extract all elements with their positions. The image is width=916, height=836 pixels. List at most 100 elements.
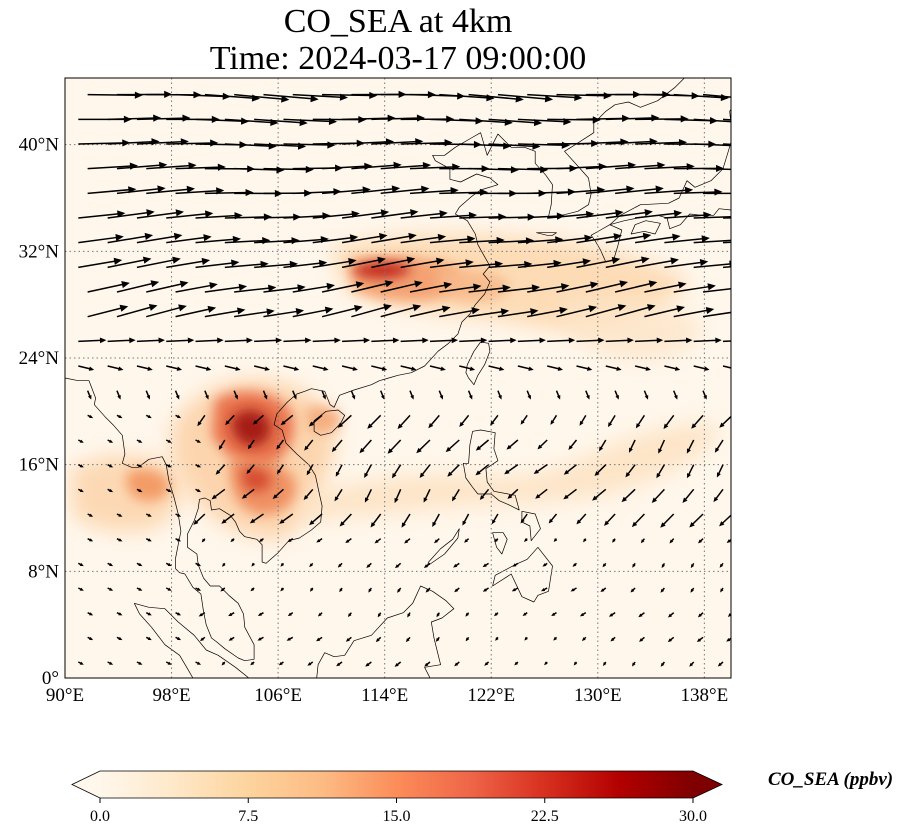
wind-arrow [639,636,645,642]
wind-arrow [175,611,182,616]
wind-arrow [87,281,130,293]
wind-arrow [634,257,679,269]
wind-arrow [454,661,460,667]
wind-arrow [195,235,241,244]
wind-arrow [667,636,675,643]
map-frame [64,77,732,679]
wind-arrow [693,143,731,147]
wind-arrow [542,562,548,567]
colorbar-label: CO_SEA (ppbv) [768,769,894,790]
wind-arrow [331,439,343,453]
wind-arrow [579,414,587,426]
wind-arrow [664,258,709,269]
coastline-hokkaido [729,108,731,126]
x-tick-label: 114°E [361,685,408,706]
wind-arrow [669,538,675,544]
wind-arrow [570,587,577,592]
wind-arrow [145,390,151,400]
wind-arrow [507,488,519,499]
wind-arrow [341,365,358,371]
wind-arrow [605,232,652,244]
wind-arrow [468,93,524,103]
wind-arrow [459,414,470,427]
wind-arrow [576,337,605,344]
wind-arrow [551,612,557,616]
wind-arrow [732,285,774,292]
wind-arrow [722,217,731,219]
wind-arrow [605,337,634,344]
wind-arrow [337,414,352,428]
wind-arrow [107,587,114,591]
wind-arrow [116,513,123,517]
wind-arrow [280,562,285,567]
wind-arrow [726,637,731,642]
wind-arrow [312,258,357,269]
wind-arrow [195,259,240,269]
wind-arrow [524,538,528,542]
wind-arrow [221,661,226,666]
wind-arrow [459,337,488,344]
wind-arrow [257,636,264,641]
wind-arrow [522,612,528,616]
wind-arrow [204,307,246,318]
wind-arrow [425,587,431,593]
wind-arrow [555,390,561,400]
wind-arrow [145,414,152,419]
wind-arrow [321,281,365,293]
coastline-shikoku [630,220,661,235]
wind-arrow [579,612,587,617]
wind-arrow [136,365,153,371]
wind-arrow [107,661,114,665]
wind-arrow [407,612,411,618]
wind-arrow [722,365,731,369]
wind-arrow [409,281,453,293]
wind-arrow [537,439,548,450]
wind-arrow [428,414,440,429]
wind-arrow [585,304,627,318]
wind-arrow [317,612,323,617]
wind-arrow [719,514,731,527]
wind-arrow [514,661,519,666]
wind-arrow [379,390,385,400]
colorbar-ticks: 0.0 7.5 15.0 22.5 30.0 [90,798,707,825]
wind-arrow [371,337,400,344]
wind-arrow [350,390,356,400]
wind-arrow [400,365,417,371]
wind-arrow [309,587,314,592]
wind-arrow [429,259,474,269]
wind-arrow [625,464,636,478]
wind-arrow [308,414,323,427]
wind-arrow [380,280,423,293]
wind-arrow [87,414,94,419]
wind-arrow [345,636,352,642]
wind-arrow [429,337,459,344]
wind-arrow [401,513,411,528]
wind-arrow [165,562,172,567]
wind-arrow [640,538,646,544]
wind-arrow [409,390,414,400]
wind-arrow [524,636,528,641]
wind-arrow [136,232,183,244]
wind-arrow [439,307,480,318]
wind-arrow [434,538,440,544]
wind-arrow [512,562,519,567]
wind-arrow [664,235,710,244]
wind-arrow [614,280,658,293]
wind-arrow [568,439,578,451]
wind-arrow [511,587,519,592]
wind-arrow [165,463,172,468]
wind-arrow [371,232,417,244]
wind-arrow [572,562,577,567]
wind-arrow [77,587,84,591]
wind-arrow [136,562,143,567]
wind-arrow [614,390,619,400]
wind-arrow [484,661,490,666]
wind-arrow [228,636,235,641]
wind-arrow [165,439,172,443]
wind-arrow [488,365,505,371]
wind-arrow [222,562,226,567]
wind-arrow [165,661,172,665]
y-tick-label: 16°N [19,455,60,476]
wind-arrow [703,192,731,195]
